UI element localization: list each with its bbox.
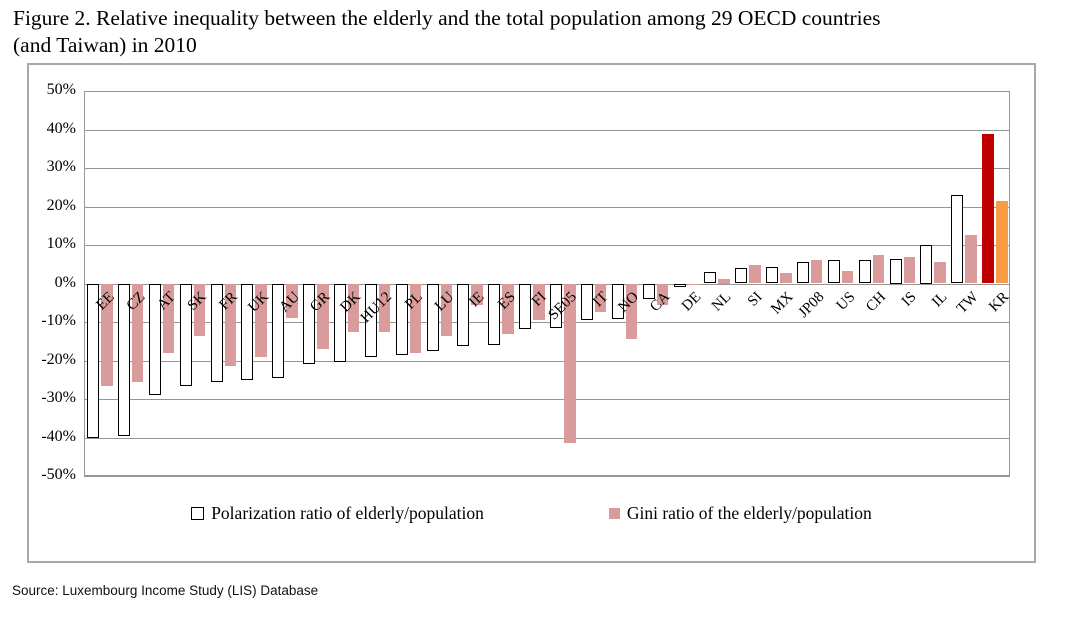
gridline	[84, 322, 1010, 323]
legend-item-polarization: Polarization ratio of elderly/population	[191, 503, 484, 524]
chart-legend: Polarization ratio of elderly/population…	[29, 503, 1034, 524]
gini-bar-CA	[656, 283, 669, 305]
gini-bar-DK	[347, 283, 360, 332]
y-axis-tick-label: -30%	[41, 389, 76, 406]
gridline	[84, 399, 1010, 400]
gini-bar-MX	[780, 273, 792, 284]
figure-title-line1: Figure 2. Relative inequality between th…	[13, 6, 881, 30]
polarization-bar-MX	[766, 266, 779, 284]
legend-label-polarization: Polarization ratio of elderly/population	[211, 503, 484, 523]
source-caption: Source: Luxembourg Income Study (LIS) Da…	[12, 583, 319, 598]
gridline	[84, 168, 1010, 169]
gridline	[84, 245, 1010, 246]
gridline	[84, 206, 1010, 208]
gini-bar-NL	[718, 278, 730, 284]
gini-bar-SK	[193, 283, 206, 336]
gridline	[84, 283, 1010, 285]
gini-bar-SI	[749, 264, 761, 284]
gini-bar-DE	[687, 283, 699, 286]
polarization-bar-NO	[611, 283, 624, 320]
gini-bar-JP08	[810, 260, 823, 284]
polarization-bar-DE	[673, 283, 686, 288]
chart-area: Polarization ratio of elderly/population…	[27, 63, 1036, 563]
y-axis-tick-label: -10%	[41, 312, 76, 329]
legend-item-gini: Gini ratio of the elderly/population	[608, 503, 872, 524]
gini-bar-CH	[872, 255, 885, 284]
y-axis-tick-label: -40%	[41, 427, 76, 445]
gridline	[84, 476, 1010, 477]
polarization-bar-IE	[457, 283, 470, 347]
polarization-bar-EE	[87, 283, 99, 438]
gini-bar-EE	[101, 283, 113, 386]
polarization-bar-FI	[519, 283, 532, 329]
gini-swatch-icon	[608, 508, 620, 519]
polarization-bar-FR	[210, 283, 223, 382]
polarization-bar-LU	[426, 283, 439, 351]
gini-bar-IS	[903, 257, 915, 284]
y-axis-tick-label: 10%	[46, 235, 76, 252]
polarization-bar-TW	[951, 194, 964, 284]
polarization-bar-UK	[241, 283, 254, 380]
gini-bar-SE05	[564, 283, 576, 444]
polarization-bar-SE05	[550, 283, 562, 328]
plot-border	[84, 91, 1010, 476]
polarization-bar-CH	[858, 259, 871, 284]
gini-bar-IE	[471, 283, 483, 305]
polarization-bar-JP08	[796, 261, 809, 284]
gini-bar-TW	[965, 235, 977, 284]
gini-bar-AU	[286, 283, 298, 319]
y-axis-tick-label: -20%	[41, 350, 76, 368]
polarization-bar-GR	[303, 283, 316, 365]
polarization-swatch-icon	[191, 507, 205, 520]
polarization-bar-HU12	[364, 283, 377, 357]
gini-bar-UK	[255, 283, 267, 357]
polarization-bar-ES	[488, 283, 501, 346]
gini-bar-CZ	[131, 283, 144, 382]
figure-title-line2: (and Taiwan) in 2010	[13, 33, 197, 57]
polarization-bar-US	[827, 260, 840, 284]
y-axis-tick-label: 40%	[46, 119, 76, 137]
y-axis-tick-label: 20%	[46, 196, 76, 214]
gridline	[84, 437, 1010, 439]
chart-plot: Polarization ratio of elderly/population…	[29, 65, 1034, 561]
gini-bar-HU12	[378, 283, 391, 332]
gini-bar-PL	[409, 283, 422, 353]
gini-bar-IT	[594, 283, 607, 313]
gini-bar-FI	[533, 283, 545, 321]
gini-bar-ES	[502, 283, 514, 334]
polarization-bar-IL	[920, 245, 933, 284]
y-axis-tick-label: 30%	[46, 158, 76, 175]
polarization-bar-NL	[704, 271, 717, 284]
y-axis-tick-label: 0%	[54, 273, 76, 291]
legend-label-gini: Gini ratio of the elderly/population	[626, 503, 872, 523]
y-axis-tick-label: 50%	[46, 81, 76, 98]
polarization-bar-PL	[395, 283, 408, 355]
gridline	[84, 360, 1010, 362]
polarization-bar-CZ	[117, 283, 130, 436]
polarization-bar-SK	[179, 283, 192, 386]
gini-bar-AT	[162, 283, 175, 353]
polarization-bar-IS	[889, 258, 902, 284]
polarization-bar-CA	[642, 283, 655, 299]
gini-bar-KR	[996, 200, 1008, 284]
gridline	[84, 129, 1010, 131]
gini-bar-FR	[224, 283, 236, 367]
gini-bar-IL	[934, 262, 946, 284]
polarization-bar-DK	[333, 283, 346, 363]
y-axis-tick-label: -50%	[41, 466, 76, 483]
gini-bar-GR	[317, 283, 329, 349]
gini-bar-NO	[625, 283, 638, 340]
polarization-bar-AU	[272, 283, 285, 378]
polarization-bar-IT	[580, 283, 593, 321]
gini-bar-US	[841, 270, 854, 284]
polarization-bar-SI	[735, 268, 748, 284]
polarization-bar-KR	[982, 134, 995, 284]
gini-bar-LU	[440, 283, 452, 336]
polarization-bar-AT	[148, 283, 161, 396]
figure-title: Figure 2. Relative inequality between th…	[13, 5, 1069, 59]
